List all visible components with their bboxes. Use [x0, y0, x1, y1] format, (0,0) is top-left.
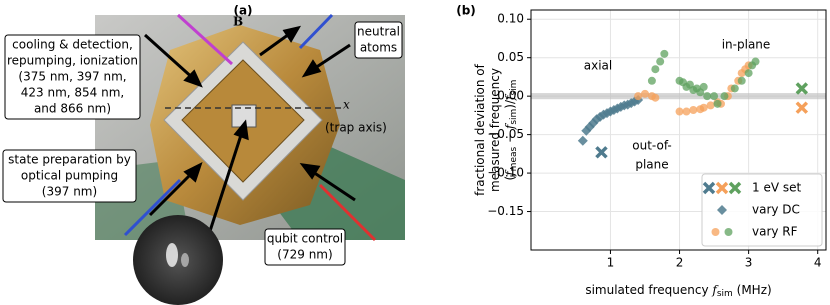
circle-marker [730, 84, 739, 93]
field-label: B [233, 15, 243, 29]
legend-marker [724, 228, 733, 236]
axis-label: measured frequency [488, 68, 502, 192]
axis-label-part: f [711, 283, 719, 297]
axis-note: (trap axis) [325, 121, 387, 135]
circle-marker [682, 107, 691, 116]
axis-label-part: − [503, 129, 517, 147]
circle-marker [703, 92, 712, 101]
circle-marker [634, 92, 643, 101]
circle-marker [640, 89, 649, 98]
legend-marker [715, 181, 729, 195]
legend-marker [728, 181, 742, 195]
axis-label-part: sim [717, 289, 733, 299]
axis-label-part: sim [509, 109, 519, 125]
annotation: in-plane [722, 38, 771, 52]
x-marker [795, 101, 809, 114]
circle-marker [675, 107, 684, 116]
circle-marker [737, 76, 746, 85]
callout-text: 423 nm, 854 nm, [21, 86, 124, 100]
y-tick-label: −0.05 [487, 127, 524, 141]
circle-marker [699, 82, 708, 91]
axis-label: (fmeas − fsim)/fsim [503, 80, 519, 181]
legend-label: 1 eV set [752, 181, 801, 195]
axis-label-part: measured frequency [488, 68, 502, 192]
axis-label-part: ( [503, 176, 517, 181]
circle-marker [651, 93, 660, 102]
y-tick-label: 0.05 [497, 50, 524, 64]
circle-marker [656, 57, 665, 66]
legend-marker [717, 205, 727, 215]
axis-label-part: simulated frequency [585, 283, 712, 297]
callout-text: state preparation by [8, 153, 131, 167]
circle-marker [660, 49, 669, 58]
circle-marker [751, 57, 760, 66]
axis-label: x [343, 98, 350, 112]
callout-box [354, 21, 403, 59]
circle-marker [713, 99, 722, 108]
axis-label-part: sim [509, 80, 519, 96]
diamond-marker [577, 135, 588, 146]
callout-text: repumping, ionization [7, 54, 138, 68]
x-tick-label: 4 [814, 256, 822, 270]
circle-marker [647, 76, 656, 85]
y-tick-label: 0.10 [497, 12, 524, 26]
circle-marker [689, 106, 698, 114]
axis-label-part: f [503, 93, 517, 101]
circle-marker [720, 92, 729, 101]
y-tick-label: 0.00 [497, 89, 524, 103]
callout-text: neutral [357, 25, 400, 39]
photo [95, 13, 405, 305]
callout-box [4, 34, 141, 120]
callouts: cooling & detection, repumping, ionizatio… [2, 21, 403, 266]
diamond-marker [581, 125, 592, 136]
panel-label: (a) [233, 4, 252, 18]
circle-marker [710, 92, 719, 101]
legend-label: vary DC [752, 203, 800, 217]
axis-label-part: )/ [503, 99, 517, 109]
callout-text: qubit control [267, 232, 343, 246]
axis-label: simulated frequency fsim (MHz) [585, 283, 771, 299]
axis-label-part: (MHz) [733, 283, 772, 297]
x-tick-label: 3 [745, 256, 753, 270]
plot-frame [530, 9, 827, 251]
callout-box [2, 149, 137, 203]
callout-text: cooling & detection, [12, 38, 133, 52]
circle-marker [706, 101, 715, 110]
axis-label-part: f [503, 122, 517, 130]
axis-label-part: f [503, 169, 517, 177]
y-tick-label: −0.15 [487, 204, 524, 218]
axis-label-part: fractional deviation of [473, 63, 487, 196]
legend-marker [702, 181, 716, 195]
callout-text: atoms [360, 41, 397, 55]
x-tick-label: 1 [607, 256, 615, 270]
circle-marker [744, 69, 753, 78]
callout-box [264, 228, 346, 266]
x-marker [795, 82, 809, 95]
legend-label: vary RF [752, 225, 798, 239]
circle-marker [651, 65, 660, 74]
x-marker [595, 146, 608, 159]
chart: (b) 1 2 3 4 0.10 0.05 0.00 −0.05 −0.10 −0.15 simula… [456, 4, 827, 299]
y-tick-label: −0.10 [487, 166, 524, 180]
x-tick-label: 2 [676, 256, 684, 270]
annotation: axial [584, 59, 612, 73]
panel-label: (b) [456, 4, 476, 18]
legend-marker [711, 228, 720, 236]
callout-text: (375 nm, 397 nm, [18, 70, 126, 84]
callout-text: (397 nm) [42, 185, 97, 199]
annotation: out-of- [632, 139, 671, 153]
reference-band [531, 93, 826, 100]
callout-text: and 866 nm) [34, 102, 111, 116]
axis-label-part: meas [509, 147, 519, 172]
axis-label: fractional deviation of [473, 63, 487, 196]
callout-text: (729 nm) [277, 248, 332, 262]
callout-text: optical pumping [21, 169, 118, 183]
annotation: plane [635, 158, 668, 172]
circle-marker [699, 103, 708, 112]
